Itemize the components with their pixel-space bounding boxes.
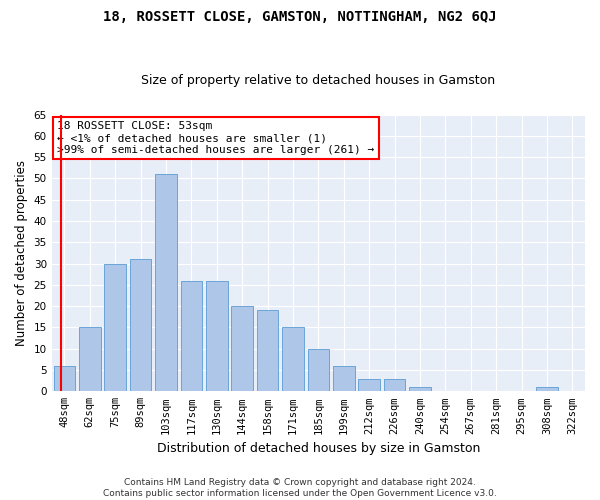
Title: Size of property relative to detached houses in Gamston: Size of property relative to detached ho… xyxy=(141,74,496,87)
Y-axis label: Number of detached properties: Number of detached properties xyxy=(15,160,28,346)
Bar xyxy=(232,306,253,392)
Bar xyxy=(536,387,557,392)
Bar xyxy=(181,280,202,392)
Text: Contains HM Land Registry data © Crown copyright and database right 2024.
Contai: Contains HM Land Registry data © Crown c… xyxy=(103,478,497,498)
Bar xyxy=(409,387,431,392)
Bar xyxy=(79,328,101,392)
Bar xyxy=(308,348,329,392)
Bar xyxy=(257,310,278,392)
Bar xyxy=(358,378,380,392)
Bar xyxy=(104,264,126,392)
Bar xyxy=(130,260,151,392)
Bar xyxy=(282,328,304,392)
Bar xyxy=(333,366,355,392)
Bar xyxy=(155,174,177,392)
Text: 18, ROSSETT CLOSE, GAMSTON, NOTTINGHAM, NG2 6QJ: 18, ROSSETT CLOSE, GAMSTON, NOTTINGHAM, … xyxy=(103,10,497,24)
Text: 18 ROSSETT CLOSE: 53sqm
← <1% of detached houses are smaller (1)
>99% of semi-de: 18 ROSSETT CLOSE: 53sqm ← <1% of detache… xyxy=(57,122,374,154)
X-axis label: Distribution of detached houses by size in Gamston: Distribution of detached houses by size … xyxy=(157,442,480,455)
Bar xyxy=(53,366,75,392)
Bar xyxy=(206,280,227,392)
Bar xyxy=(384,378,406,392)
